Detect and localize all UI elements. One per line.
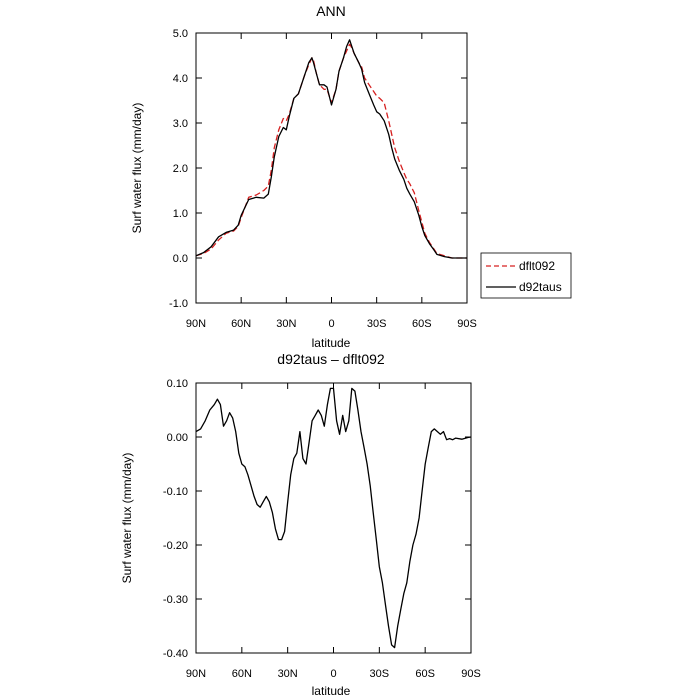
chart-bottom-series xyxy=(195,387,472,649)
chart-bottom-y-tick-label: 0.00 xyxy=(167,432,188,444)
chart-top-x-tick-label: 90S xyxy=(457,318,477,330)
chart-top-y-tick-label: 2.0 xyxy=(173,163,188,175)
chart-bottom-x-ticks: 90N 60N 30N 0 30S 60S 90S xyxy=(186,383,481,680)
chart-top-y-tick-label: 0.0 xyxy=(173,253,188,265)
chart-top-x-tick-label: 90N xyxy=(186,318,206,330)
chart-bottom-title: d92taus – dflt092 xyxy=(277,351,385,367)
chart-bottom: d92taus – dflt092 Surf water flux (mm/da… xyxy=(120,351,481,698)
chart-bottom-frame xyxy=(195,382,472,654)
chart-bottom-y-tick-label: -0.40 xyxy=(163,648,188,660)
chart-top-xlabel: latitude xyxy=(312,336,351,350)
legend: dflt092 d92taus xyxy=(480,252,572,299)
chart-top-y-tick-label: 1.0 xyxy=(173,208,188,220)
chart-top-x-ticks: 90N 60N 30N 0 30S 60S 90S xyxy=(186,33,477,330)
chart-top-y-ticks: -1.0 0.0 1.0 2.0 3.0 4.0 5.0 xyxy=(169,28,467,310)
chart-top-x-tick-label: 60N xyxy=(231,318,251,330)
chart-top-y-tick-label: 4.0 xyxy=(173,73,188,85)
chart-top-y-tick-label: 3.0 xyxy=(173,118,188,130)
chart-top-ylabel: Surf water flux (mm/day) xyxy=(130,103,144,234)
chart-top: ANN Surf water flux (mm/day) latitude -1… xyxy=(130,3,477,350)
chart-bottom-y-tick-label: -0.30 xyxy=(163,594,188,606)
chart-bottom-x-tick-label: 30N xyxy=(278,668,298,680)
chart-top-series-line-d92taus xyxy=(195,39,467,259)
chart-top-x-tick-label: 30N xyxy=(276,318,296,330)
chart-top-x-tick-label: 60S xyxy=(412,318,432,330)
chart-bottom-ylabel: Surf water flux (mm/day) xyxy=(120,453,134,584)
chart-top-x-tick-label: 0 xyxy=(328,318,334,330)
chart-top-series xyxy=(195,39,467,259)
chart-bottom-series-line-series-0 xyxy=(195,387,472,649)
chart-top-y-tick-label: -1.0 xyxy=(169,298,188,310)
chart-bottom-y-ticks: -0.40 -0.30 -0.20 -0.10 0.00 0.10 xyxy=(163,378,471,660)
chart-bottom-y-tick-label: 0.10 xyxy=(167,378,188,390)
chart-top-frame xyxy=(195,32,468,304)
chart-bottom-y-tick-label: -0.20 xyxy=(163,540,188,552)
chart-top-x-tick-label: 30S xyxy=(367,318,387,330)
chart-bottom-x-tick-label: 30S xyxy=(370,668,390,680)
chart-bottom-x-tick-label: 0 xyxy=(330,668,336,680)
legend-label-dflt092: dflt092 xyxy=(519,259,555,273)
legend-label-d92taus: d92taus xyxy=(519,280,562,294)
chart-bottom-x-tick-label: 60N xyxy=(232,668,252,680)
legend-box xyxy=(480,252,572,299)
chart-bottom-xlabel: latitude xyxy=(312,684,351,698)
chart-bottom-y-tick-label: -0.10 xyxy=(163,486,188,498)
chart-top-y-tick-label: 5.0 xyxy=(173,28,188,40)
chart-top-title: ANN xyxy=(316,3,346,19)
chart-bottom-x-tick-label: 60S xyxy=(415,668,435,680)
chart-bottom-x-tick-label: 90N xyxy=(186,668,206,680)
chart-bottom-x-tick-label: 90S xyxy=(461,668,481,680)
